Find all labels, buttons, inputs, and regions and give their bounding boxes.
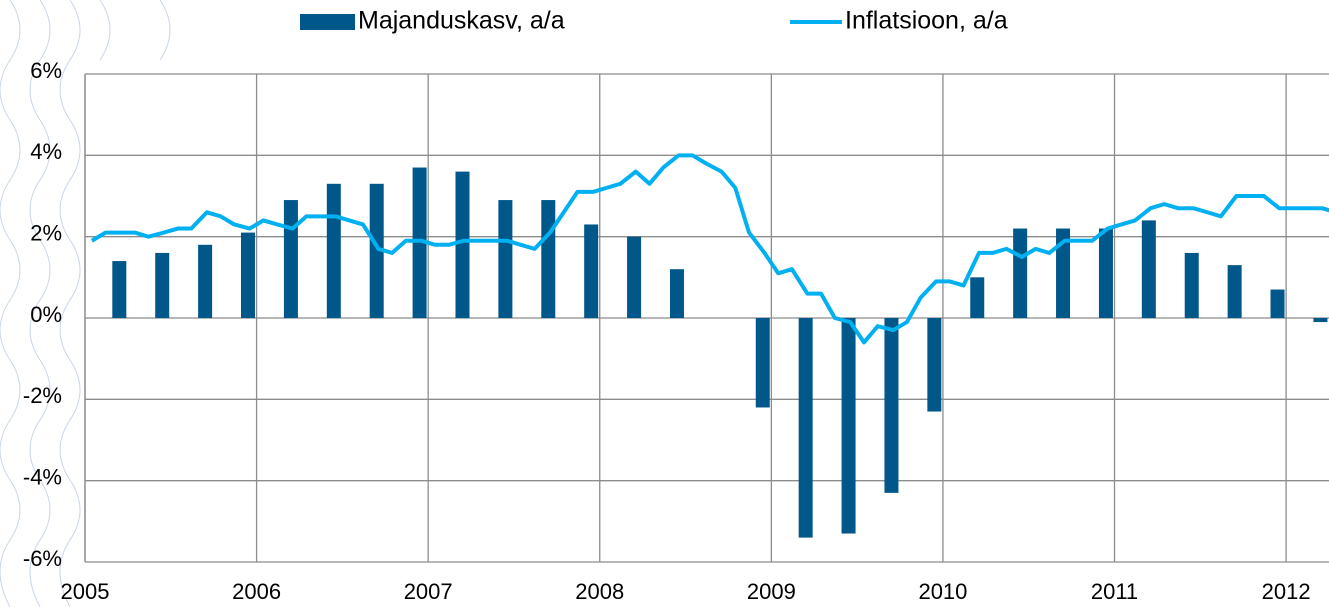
y-tick-label: 2% — [30, 220, 62, 245]
x-tick-label: 2007 — [404, 579, 453, 604]
bar — [326, 183, 341, 318]
y-tick-label: 4% — [30, 139, 62, 164]
bar — [1098, 228, 1113, 318]
line — [90, 153, 1329, 345]
x-tick-label: 2010 — [918, 579, 967, 604]
bar — [369, 183, 384, 318]
x-tick-label: 2009 — [747, 579, 796, 604]
bar — [1313, 318, 1328, 323]
bar — [627, 236, 642, 318]
y-tick-label: 0% — [30, 302, 62, 327]
bar — [1013, 228, 1028, 318]
bar — [755, 318, 770, 408]
y-tick-label: -6% — [23, 546, 62, 571]
x-tick-label: 2006 — [232, 579, 281, 604]
legend-swatch — [300, 14, 355, 30]
bar — [112, 261, 127, 318]
bar — [1227, 265, 1242, 318]
bar — [927, 318, 942, 412]
bar — [1056, 228, 1071, 318]
y-tick-label: -4% — [23, 464, 62, 489]
x-tick-label: 2005 — [61, 579, 110, 604]
bar — [841, 318, 856, 534]
bar — [412, 167, 427, 318]
x-tick-label: 2011 — [1091, 579, 1138, 604]
bar — [498, 200, 513, 318]
bar — [155, 252, 170, 318]
bar — [798, 318, 813, 538]
bar — [970, 277, 985, 318]
bar — [584, 224, 599, 318]
bar — [1184, 252, 1199, 318]
bar — [283, 200, 298, 318]
bar — [541, 200, 556, 318]
legend-label: Majanduskasv, a/a — [358, 7, 565, 35]
y-tick-label: -2% — [23, 383, 62, 408]
legend-label: Inflatsioon, a/a — [845, 7, 1008, 35]
bar — [241, 232, 256, 318]
x-tick-label: 2008 — [575, 579, 624, 604]
bar — [455, 171, 470, 318]
plot-area — [90, 153, 1329, 538]
bar — [669, 269, 684, 318]
background-pattern — [0, 0, 171, 607]
x-tick-label: 2012 — [1262, 579, 1311, 604]
bar — [1270, 289, 1285, 318]
bar — [1141, 220, 1156, 318]
bar — [884, 318, 899, 493]
y-tick-label: 6% — [30, 58, 62, 83]
bar — [198, 244, 213, 318]
